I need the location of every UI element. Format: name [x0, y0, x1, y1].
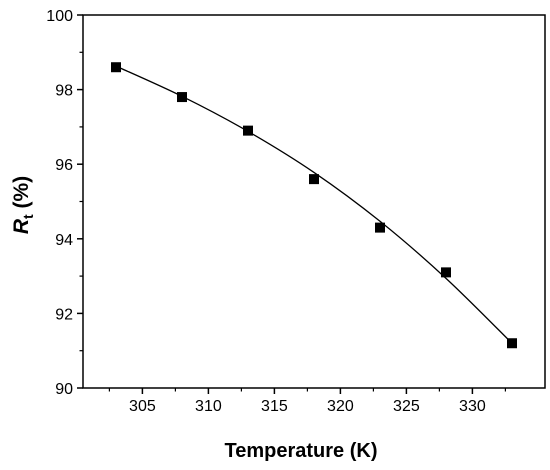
- y-axis-title-unit: (%): [10, 176, 33, 215]
- y-axis-title: Rt (%): [10, 176, 36, 234]
- y-axis-title-subscript: t: [20, 214, 36, 219]
- data-point: [441, 267, 451, 278]
- x-tick-label: 315: [261, 398, 288, 415]
- y-tick-label: 96: [55, 157, 73, 174]
- data-points: [111, 62, 517, 349]
- fit-line: [115, 65, 513, 344]
- y-tick-label: 92: [55, 306, 73, 323]
- data-point: [507, 338, 517, 349]
- x-axis-title: Temperature (K): [225, 440, 378, 462]
- data-point: [309, 174, 319, 185]
- data-point: [375, 222, 385, 233]
- x-tick-label: 305: [129, 398, 156, 415]
- x-tick-label: 320: [327, 398, 354, 415]
- data-point: [177, 92, 187, 103]
- y-axis-title-main: R: [10, 218, 33, 234]
- data-point: [243, 125, 253, 136]
- data-point: [111, 62, 121, 73]
- x-tick-label: 330: [459, 398, 486, 415]
- x-tick-label: 310: [195, 398, 222, 415]
- plot-area-border: [82, 14, 546, 389]
- y-tick-label: 94: [55, 232, 73, 249]
- y-tick-label: 90: [55, 381, 73, 398]
- plot-frame: [82, 14, 546, 389]
- x-axis-ticks: 305 310 315 320 325 330: [108, 388, 506, 415]
- y-tick-label: 98: [55, 83, 73, 100]
- x-tick-label: 325: [393, 398, 420, 415]
- y-tick-label: 100: [46, 8, 73, 25]
- y-axis-ticks: 90 92 94 96 98 100: [46, 8, 83, 398]
